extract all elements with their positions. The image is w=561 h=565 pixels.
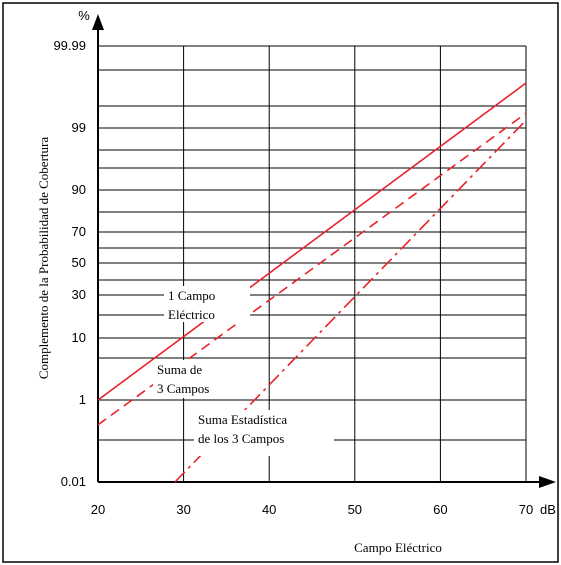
annotations: 1 Campo Eléctrico Suma de 3 Campos Suma Esta… bbox=[153, 286, 334, 456]
x-tick-label: 40 bbox=[262, 502, 276, 517]
y-tick-label: 1 bbox=[79, 392, 86, 407]
y-tick-label: 10 bbox=[72, 330, 86, 345]
x-axis-title: Campo Eléctrico bbox=[354, 540, 442, 555]
y-tick-label: 30 bbox=[72, 287, 86, 302]
annotation-bg bbox=[194, 410, 334, 456]
series-annotation-3: Suma Estadística bbox=[198, 412, 287, 427]
y-tick-label: 50 bbox=[72, 255, 86, 270]
series-annotation-1: 1 Campo bbox=[168, 288, 215, 303]
series-annotation-1: Eléctrico bbox=[168, 307, 215, 322]
series-annotation-2: 3 Campos bbox=[157, 381, 209, 396]
series-annotation-2: Suma de bbox=[157, 362, 202, 377]
x-axis-arrow bbox=[539, 476, 556, 488]
axes bbox=[92, 14, 556, 488]
y-tick-label: 90 bbox=[72, 182, 86, 197]
y-unit-label: % bbox=[78, 8, 90, 23]
y-tick-label: 0.01 bbox=[61, 474, 86, 489]
x-tick-label: 20 bbox=[91, 502, 105, 517]
annotation-bg bbox=[164, 286, 250, 322]
x-tick-label: 30 bbox=[176, 502, 190, 517]
y-tick-label: 99 bbox=[72, 120, 86, 135]
tick-labels: 20 30 40 50 60 70 0.01 1 10 30 50 70 90 99 99.99 bbox=[53, 38, 533, 517]
x-tick-label: 50 bbox=[348, 502, 362, 517]
y-axis-title: Complemento de la Probabilidad de Cobert… bbox=[36, 137, 51, 379]
annotation-bg bbox=[153, 360, 237, 398]
x-tick-label: 60 bbox=[433, 502, 447, 517]
series-line-1 bbox=[97, 82, 527, 401]
grid bbox=[98, 45, 527, 482]
y-tick-label: 70 bbox=[72, 224, 86, 239]
y-axis-arrow bbox=[92, 14, 104, 30]
series-annotation-3: de los 3 Campos bbox=[198, 431, 284, 446]
x-unit-label: dB bbox=[540, 502, 556, 517]
y-tick-label: 99.99 bbox=[53, 38, 86, 53]
x-tick-label: 70 bbox=[519, 502, 533, 517]
